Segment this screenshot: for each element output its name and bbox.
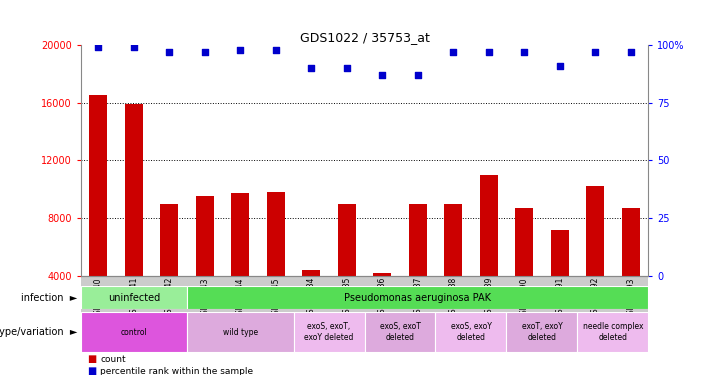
Text: exoS, exoT,
exoY deleted: exoS, exoT, exoY deleted — [304, 322, 354, 342]
Point — [306, 65, 317, 71]
Bar — [578, 312, 648, 352]
Bar — [622, 208, 639, 333]
Bar — [586, 186, 604, 333]
Bar — [515, 208, 533, 333]
Point — [519, 49, 530, 55]
Text: uninfected: uninfected — [108, 293, 160, 303]
Point — [376, 72, 388, 78]
Point — [235, 46, 246, 53]
Bar — [507, 312, 578, 352]
Point — [590, 49, 601, 55]
Text: ■: ■ — [88, 366, 97, 375]
Text: control: control — [121, 328, 147, 337]
Bar — [267, 192, 285, 333]
Bar — [81, 286, 187, 309]
Bar — [231, 194, 249, 333]
Bar — [551, 230, 569, 333]
Text: genotype/variation  ►: genotype/variation ► — [0, 327, 77, 337]
Bar — [409, 204, 427, 333]
Text: exoS, exoY
deleted: exoS, exoY deleted — [451, 322, 491, 342]
Point — [483, 49, 494, 55]
Point — [341, 65, 353, 71]
Bar — [125, 104, 143, 333]
Bar — [187, 312, 294, 352]
Point — [199, 49, 210, 55]
Point — [412, 72, 423, 78]
Bar — [196, 196, 214, 333]
Text: Pseudomonas aeruginosa PAK: Pseudomonas aeruginosa PAK — [344, 293, 491, 303]
Bar — [81, 312, 187, 352]
Point — [625, 49, 637, 55]
Text: infection  ►: infection ► — [21, 293, 77, 303]
Point — [164, 49, 175, 55]
Bar — [480, 175, 498, 333]
Bar — [90, 96, 107, 333]
Bar — [435, 312, 506, 352]
Point — [554, 63, 565, 69]
Point — [270, 46, 281, 53]
Point — [128, 44, 139, 50]
Bar — [444, 204, 462, 333]
Point — [448, 49, 459, 55]
Text: count: count — [100, 355, 126, 364]
Bar — [187, 286, 648, 309]
Text: exoT, exoY
deleted: exoT, exoY deleted — [522, 322, 562, 342]
Title: GDS1022 / 35753_at: GDS1022 / 35753_at — [299, 31, 430, 44]
Point — [93, 44, 104, 50]
Text: ■: ■ — [88, 354, 97, 364]
Text: needle complex
deleted: needle complex deleted — [583, 322, 644, 342]
Bar — [161, 204, 178, 333]
Bar — [302, 270, 320, 333]
Bar — [365, 312, 435, 352]
Text: exoS, exoT
deleted: exoS, exoT deleted — [379, 322, 421, 342]
Bar — [374, 273, 391, 333]
Text: wild type: wild type — [223, 328, 258, 337]
Bar — [294, 312, 365, 352]
Text: percentile rank within the sample: percentile rank within the sample — [100, 367, 253, 375]
Bar — [338, 204, 355, 333]
